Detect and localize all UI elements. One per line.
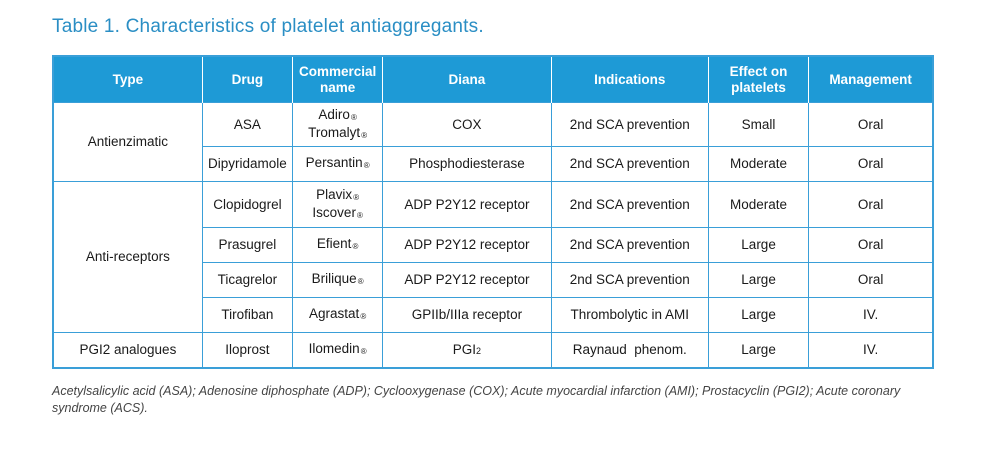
commercial-name-cell: Persantin® (292, 146, 384, 182)
commercial-name-cell: Adiro® Tromalyt® (292, 102, 384, 147)
registered-mark: ® (363, 161, 370, 170)
diana-cell: GPIIb/IIIa receptor (382, 297, 552, 333)
header-row: Type Drug Commercial name Diana Indicati… (53, 56, 933, 103)
header-effect: Effect on platelets (707, 56, 810, 103)
drug-cell: Tirofiban (201, 297, 294, 333)
effect-cell: Large (707, 262, 810, 298)
diana-cell: COX (382, 102, 552, 147)
effect-cell: Moderate (707, 181, 810, 228)
registered-mark: ® (352, 242, 359, 251)
management-cell: IV. (808, 332, 934, 369)
registered-mark: ® (357, 277, 364, 286)
commercial-name: Iscover (312, 204, 356, 220)
commercial-name-cell: Agrastat® (292, 297, 384, 333)
commercial-name: Adiro (318, 106, 350, 122)
indications-cell: 2nd SCA prevention (550, 146, 709, 182)
management-cell: Oral (808, 262, 934, 298)
header-diana: Diana (382, 56, 552, 103)
table-row: Dipyridamole Persantin® Phosphodiesteras… (53, 146, 934, 182)
header-indications: Indications (550, 56, 709, 103)
table-row: Antienzimatic ASA Adiro® Tromalyt® COX 2… (52, 102, 934, 182)
effect-cell: Large (707, 297, 810, 333)
drug-cell: Ticagrelor (201, 262, 294, 298)
indications-cell: 2nd SCA prevention (550, 262, 709, 298)
diana-cell: ADP P2Y12 receptor (382, 181, 552, 228)
commercial-name: Efient (316, 236, 352, 251)
registered-mark: ® (360, 347, 367, 356)
type-cell: Anti-receptors (52, 181, 203, 333)
drug-cell: Clopidogrel (201, 181, 294, 228)
commercial-name: Tromalyt (308, 124, 361, 140)
antiaggregants-table: Type Drug Commercial name Diana Indicati… (52, 55, 934, 369)
table-row: Tirofiban Agrastat® GPIIb/IIIa receptor … (53, 297, 934, 333)
diana-cell: ADP P2Y12 receptor (382, 262, 552, 298)
effect-cell: Large (707, 227, 810, 263)
table-title: Table 1. Characteristics of platelet ant… (52, 16, 484, 37)
management-cell: Oral (808, 146, 934, 182)
diana-cell: ADP P2Y12 receptor (382, 227, 552, 263)
diana-main: PGI (452, 341, 477, 357)
management-cell: Oral (808, 227, 934, 263)
indications-cell: Thrombolytic in AMI (550, 297, 709, 333)
type-cell: PGI2 analogues (52, 332, 203, 369)
commercial-name-cell: Efient® (292, 227, 384, 263)
commercial-name: Brilique (311, 271, 357, 286)
drug-cell: Iloprost (201, 332, 294, 369)
effect-cell: Moderate (707, 146, 810, 182)
commercial-name-cell: Plavix® Iscover® (292, 181, 384, 228)
drug-cell: Prasugrel (201, 227, 294, 263)
effect-cell: Small (707, 102, 810, 147)
indications-cell: 2nd SCA prevention (550, 181, 709, 228)
table-row: Prasugrel Efient® ADP P2Y12 receptor 2nd… (53, 227, 934, 263)
table-row: PGI2 analogues Iloprost Ilomedin® PGI2 R… (52, 332, 934, 369)
indications-cell: 2nd SCA prevention (550, 227, 709, 263)
table-footnote: Acetylsalicylic acid (ASA); Adenosine di… (52, 384, 901, 415)
registered-mark: ® (353, 192, 360, 202)
drug-cell: ASA (201, 102, 294, 147)
drug-cell: Dipyridamole (201, 146, 294, 182)
registered-mark: ® (356, 210, 363, 220)
commercial-name: Plavix (316, 186, 353, 202)
header-drug: Drug (201, 56, 294, 103)
commercial-name: Agrastat (309, 306, 360, 321)
header-commercial-name: Commercial name (292, 56, 384, 103)
header-management: Management (808, 56, 933, 103)
diana-cell: Phosphodiesterase (382, 146, 552, 182)
registered-mark: ® (350, 112, 357, 122)
header-type: Type (53, 56, 203, 103)
type-cell: Antienzimatic (52, 102, 203, 182)
management-cell: IV. (808, 297, 934, 333)
table-row: Ticagrelor Brilique® ADP P2Y12 receptor … (53, 262, 934, 298)
management-cell: Oral (808, 181, 934, 228)
effect-cell: Large (707, 332, 810, 369)
commercial-name-cell: Brilique® (292, 262, 384, 298)
indications-cell: 2nd SCA prevention (550, 102, 709, 147)
commercial-name: Persantin (305, 155, 363, 170)
registered-mark: ® (361, 130, 368, 140)
commercial-name-cell: Ilomedin® (292, 332, 384, 369)
commercial-name: Ilomedin (308, 341, 360, 356)
registered-mark: ® (360, 312, 367, 321)
management-cell: Oral (808, 102, 934, 147)
diana-cell: PGI2 (382, 332, 552, 369)
table-row: Anti-receptors Clopidogrel Plavix® Iscov… (52, 181, 934, 333)
diana-subscript: 2 (476, 345, 482, 356)
indications-cell: Raynaud phenom. (550, 332, 709, 369)
